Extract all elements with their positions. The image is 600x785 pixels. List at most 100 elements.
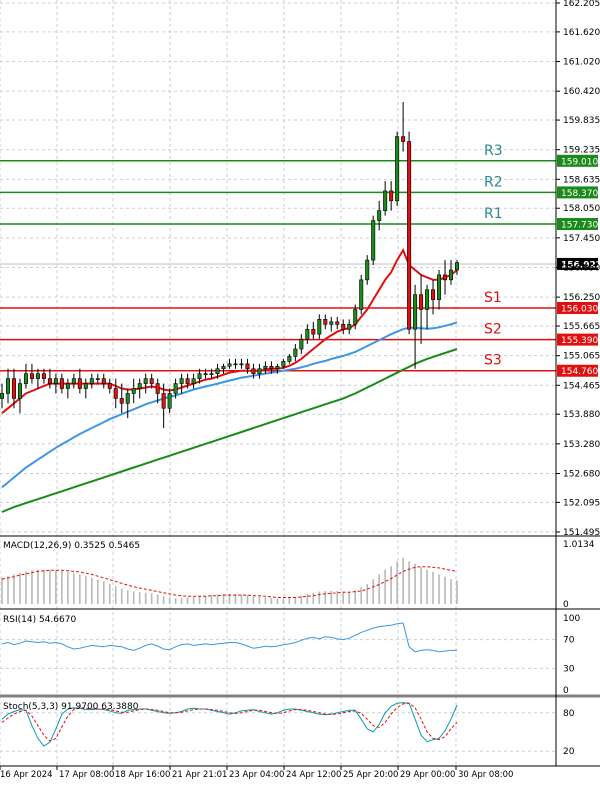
time-tick-label: 24 Apr 12:00 bbox=[286, 770, 341, 780]
candle-body bbox=[185, 378, 190, 384]
pivot-label-s3: S3 bbox=[484, 353, 502, 369]
candle-body bbox=[221, 365, 226, 370]
candle bbox=[83, 378, 88, 399]
candle bbox=[101, 373, 106, 389]
price-tick-label: 158.635 bbox=[563, 175, 600, 185]
time-tick-label: 16 Apr 2024 bbox=[0, 770, 53, 780]
candle bbox=[221, 363, 226, 374]
stoch-d-line bbox=[1, 702, 458, 742]
candle-body bbox=[203, 373, 208, 375]
price-tick-label: 151.495 bbox=[563, 528, 600, 538]
stoch-tick-label: 20 bbox=[563, 747, 575, 757]
candle bbox=[383, 181, 388, 216]
candle-body bbox=[131, 388, 136, 394]
current-price-value: 156.922 bbox=[561, 260, 600, 270]
candle-body bbox=[59, 378, 64, 389]
candle-body bbox=[347, 324, 352, 330]
candle-body bbox=[395, 136, 400, 202]
price-tick-label: 158.050 bbox=[563, 204, 600, 214]
price-tick-label: 161.620 bbox=[563, 28, 600, 38]
candle-body bbox=[443, 274, 448, 281]
candle-body bbox=[353, 309, 358, 325]
candle bbox=[59, 373, 64, 394]
pivot-label-r3: R3 bbox=[484, 143, 503, 159]
candles bbox=[0, 102, 459, 429]
candle bbox=[197, 368, 202, 384]
candle-body bbox=[29, 373, 34, 379]
rsi-line bbox=[1, 622, 457, 653]
candle bbox=[431, 279, 436, 315]
candle-body bbox=[215, 368, 220, 374]
candle bbox=[119, 383, 124, 414]
candle bbox=[131, 378, 136, 404]
candle bbox=[137, 378, 142, 399]
price-tick-label: 156.850 bbox=[563, 264, 600, 274]
candle-body bbox=[365, 259, 370, 281]
price-tick-label: 152.095 bbox=[563, 498, 600, 508]
candle bbox=[65, 378, 70, 399]
candle bbox=[251, 363, 256, 379]
candle-body bbox=[161, 393, 166, 409]
pivot-price-value: 159.010 bbox=[561, 157, 598, 167]
pivot-price-value: 155.390 bbox=[561, 336, 598, 346]
candle bbox=[281, 358, 286, 369]
candle bbox=[293, 344, 298, 362]
pivot-price-value: 154.760 bbox=[561, 367, 598, 377]
time-axis: 16 Apr 2024 17 Apr 08:00 18 Apr 16:00 21 Ap… bbox=[0, 766, 513, 780]
candle-body bbox=[113, 388, 118, 399]
price-tick-label: 154.465 bbox=[563, 381, 600, 391]
candle bbox=[299, 334, 304, 354]
candle-body bbox=[167, 393, 172, 409]
macd-signal-line bbox=[1, 566, 458, 598]
candle-body bbox=[137, 383, 142, 389]
candle-body bbox=[0, 393, 5, 399]
candle bbox=[323, 314, 328, 330]
price-tick-label: 155.665 bbox=[563, 322, 600, 332]
candle bbox=[149, 373, 154, 389]
candle-body bbox=[311, 328, 316, 335]
candle bbox=[257, 363, 262, 379]
candle-body bbox=[209, 373, 214, 375]
candle-body bbox=[419, 294, 424, 310]
time-tick-label: 25 Apr 20:00 bbox=[343, 770, 398, 780]
pivot-label-s1: S1 bbox=[484, 290, 502, 306]
candle-body bbox=[53, 378, 58, 384]
candle bbox=[5, 368, 10, 404]
ma-slow-line bbox=[1, 348, 458, 513]
candle-body bbox=[454, 262, 459, 271]
candle bbox=[449, 260, 454, 285]
candle bbox=[353, 304, 358, 330]
candle bbox=[371, 215, 376, 266]
candle-body bbox=[101, 378, 106, 384]
candle-body bbox=[149, 378, 154, 384]
time-tick-label: 18 Apr 16:00 bbox=[115, 770, 170, 780]
price-tick-label: 152.680 bbox=[563, 469, 600, 479]
price-tick-label: 159.835 bbox=[563, 116, 600, 126]
candle-body bbox=[329, 321, 334, 325]
candle-body bbox=[245, 363, 250, 370]
time-tick-label: 17 Apr 08:00 bbox=[59, 770, 114, 780]
candle bbox=[77, 368, 82, 394]
candle-body bbox=[425, 289, 430, 310]
candle bbox=[359, 274, 364, 315]
candle bbox=[125, 388, 130, 419]
candle bbox=[335, 316, 340, 330]
stoch-label: Stoch(5,3,3) 91.9700 63.3880 bbox=[3, 702, 139, 712]
price-tick-label: 162.205 bbox=[563, 0, 600, 9]
candle bbox=[29, 363, 34, 384]
candle bbox=[167, 388, 172, 414]
candle-body bbox=[359, 279, 364, 310]
price-tick-label: 159.235 bbox=[563, 146, 600, 156]
candle bbox=[454, 260, 459, 275]
candle bbox=[17, 378, 22, 414]
candle bbox=[35, 368, 40, 389]
candle-body bbox=[89, 378, 94, 384]
pivot-lines: R3 159.010 R2 158.370 R1 157.730 S1 156.030 S2 15… bbox=[0, 143, 600, 377]
candle bbox=[215, 363, 220, 379]
candle-body bbox=[257, 368, 262, 374]
candle bbox=[425, 284, 430, 330]
candle-body bbox=[83, 383, 88, 389]
pivot-price-tag bbox=[557, 154, 598, 167]
candle-body bbox=[287, 356, 292, 362]
